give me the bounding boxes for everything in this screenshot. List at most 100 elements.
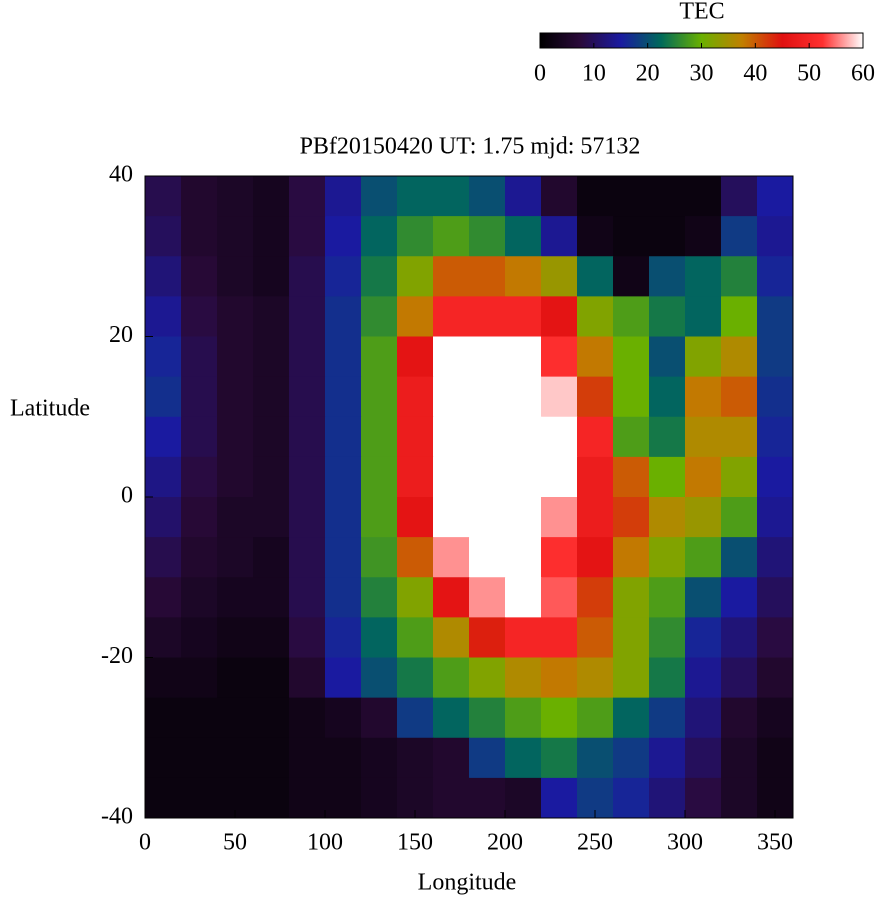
heatmap-cell bbox=[361, 336, 398, 378]
heatmap-cell bbox=[253, 256, 290, 297]
heatmap-cell bbox=[361, 537, 398, 578]
heatmap-cell bbox=[217, 376, 254, 418]
heatmap-cell bbox=[289, 697, 326, 739]
heatmap-cell bbox=[577, 296, 614, 337]
x-tick-label: 350 bbox=[757, 830, 793, 856]
heatmap-cell bbox=[433, 617, 470, 658]
heatmap-cell bbox=[289, 777, 326, 819]
heatmap-cell bbox=[433, 256, 470, 297]
heatmap-cell bbox=[253, 376, 290, 418]
heatmap-cell bbox=[721, 216, 758, 257]
heatmap-cell bbox=[685, 416, 722, 458]
heatmap-cell bbox=[649, 777, 686, 819]
heatmap-cell bbox=[757, 336, 794, 378]
heatmap-cell bbox=[181, 697, 218, 739]
heatmap-cell bbox=[577, 376, 614, 418]
heatmap-cell bbox=[289, 456, 326, 498]
heatmap-cell bbox=[217, 176, 254, 217]
heatmap-cell bbox=[397, 416, 434, 458]
x-tick-label: 150 bbox=[397, 830, 433, 856]
heatmap-cell bbox=[685, 216, 722, 257]
heatmap-cell bbox=[613, 577, 650, 618]
heatmap-cell bbox=[397, 176, 434, 217]
heatmap-cell bbox=[433, 176, 470, 217]
heatmap-cell bbox=[145, 256, 182, 297]
y-tick-label: 40 bbox=[109, 162, 133, 188]
heatmap-cell bbox=[757, 657, 794, 699]
heatmap-cell bbox=[325, 577, 362, 618]
heatmap-cell bbox=[433, 416, 470, 458]
heatmap-cell bbox=[613, 456, 650, 498]
heatmap-cell bbox=[541, 336, 578, 378]
heatmap-cell bbox=[721, 296, 758, 337]
heatmap-cell bbox=[505, 336, 542, 378]
heatmap-cell bbox=[289, 657, 326, 699]
heatmap-cell bbox=[361, 256, 398, 297]
heatmap-cell bbox=[577, 336, 614, 378]
heatmap-cell bbox=[181, 296, 218, 337]
heatmap-cell bbox=[505, 537, 542, 578]
heatmap-cell bbox=[433, 777, 470, 819]
heatmap-cell bbox=[181, 336, 218, 378]
heatmap-cell bbox=[469, 737, 506, 779]
heatmap-cell bbox=[289, 617, 326, 658]
heatmap-cell bbox=[541, 697, 578, 739]
heatmap-cell bbox=[361, 697, 398, 739]
heatmap-cell bbox=[757, 256, 794, 297]
heatmap-cell bbox=[181, 777, 218, 819]
heatmap-cell bbox=[145, 777, 182, 819]
heatmap-cell bbox=[721, 537, 758, 578]
heatmap-cell bbox=[289, 577, 326, 618]
heatmap-cell bbox=[361, 657, 398, 699]
heatmap-cell bbox=[613, 497, 650, 538]
heatmap-cell bbox=[505, 657, 542, 699]
heatmap-cell bbox=[577, 737, 614, 779]
heatmap-cell bbox=[505, 577, 542, 618]
heatmap-cell bbox=[757, 497, 794, 538]
heatmap-cell bbox=[397, 336, 434, 378]
heatmap-cell bbox=[145, 456, 182, 498]
heatmap-cell bbox=[325, 737, 362, 779]
heatmap-cell bbox=[145, 416, 182, 458]
heatmap-cell bbox=[685, 336, 722, 378]
heatmap-cell bbox=[757, 416, 794, 458]
heatmap-cell bbox=[289, 376, 326, 418]
heatmap-cell bbox=[649, 577, 686, 618]
heatmap-cell bbox=[757, 376, 794, 418]
x-tick-label: 0 bbox=[139, 830, 151, 856]
heatmap-cell bbox=[325, 176, 362, 217]
heatmap-cell bbox=[181, 456, 218, 498]
heatmap-cell bbox=[649, 657, 686, 699]
heatmap-cell bbox=[397, 296, 434, 337]
heatmap-cell bbox=[757, 456, 794, 498]
heatmap-cell bbox=[505, 256, 542, 297]
heatmap-cell bbox=[685, 777, 722, 819]
colorbar-tick-label: 40 bbox=[743, 61, 767, 87]
heatmap-cell bbox=[469, 456, 506, 498]
heatmap-cell bbox=[145, 216, 182, 257]
heatmap-cell bbox=[217, 737, 254, 779]
heatmap-cell bbox=[145, 537, 182, 578]
heatmap-cell bbox=[217, 336, 254, 378]
heatmap-cell bbox=[433, 216, 470, 257]
heatmap-cell bbox=[289, 416, 326, 458]
heatmap-cell bbox=[433, 737, 470, 779]
heatmap-cell bbox=[361, 176, 398, 217]
heatmap-cell bbox=[649, 617, 686, 658]
heatmap-cell bbox=[541, 376, 578, 418]
heatmap-cell bbox=[145, 697, 182, 739]
heatmap-cell bbox=[397, 697, 434, 739]
heatmap-cell bbox=[541, 577, 578, 618]
x-tick-label: 300 bbox=[667, 830, 703, 856]
x-tick-label: 200 bbox=[487, 830, 523, 856]
heatmap-cell bbox=[613, 617, 650, 658]
colorbar-tick-label: 50 bbox=[797, 61, 821, 87]
heatmap-cell bbox=[505, 737, 542, 779]
heatmap-cell bbox=[145, 336, 182, 378]
heatmap-cell bbox=[613, 537, 650, 578]
heatmap-cell bbox=[253, 737, 290, 779]
heatmap-cell bbox=[469, 256, 506, 297]
heatmap-cell bbox=[253, 296, 290, 337]
heatmap-cell bbox=[325, 497, 362, 538]
heatmap-cell bbox=[433, 336, 470, 378]
